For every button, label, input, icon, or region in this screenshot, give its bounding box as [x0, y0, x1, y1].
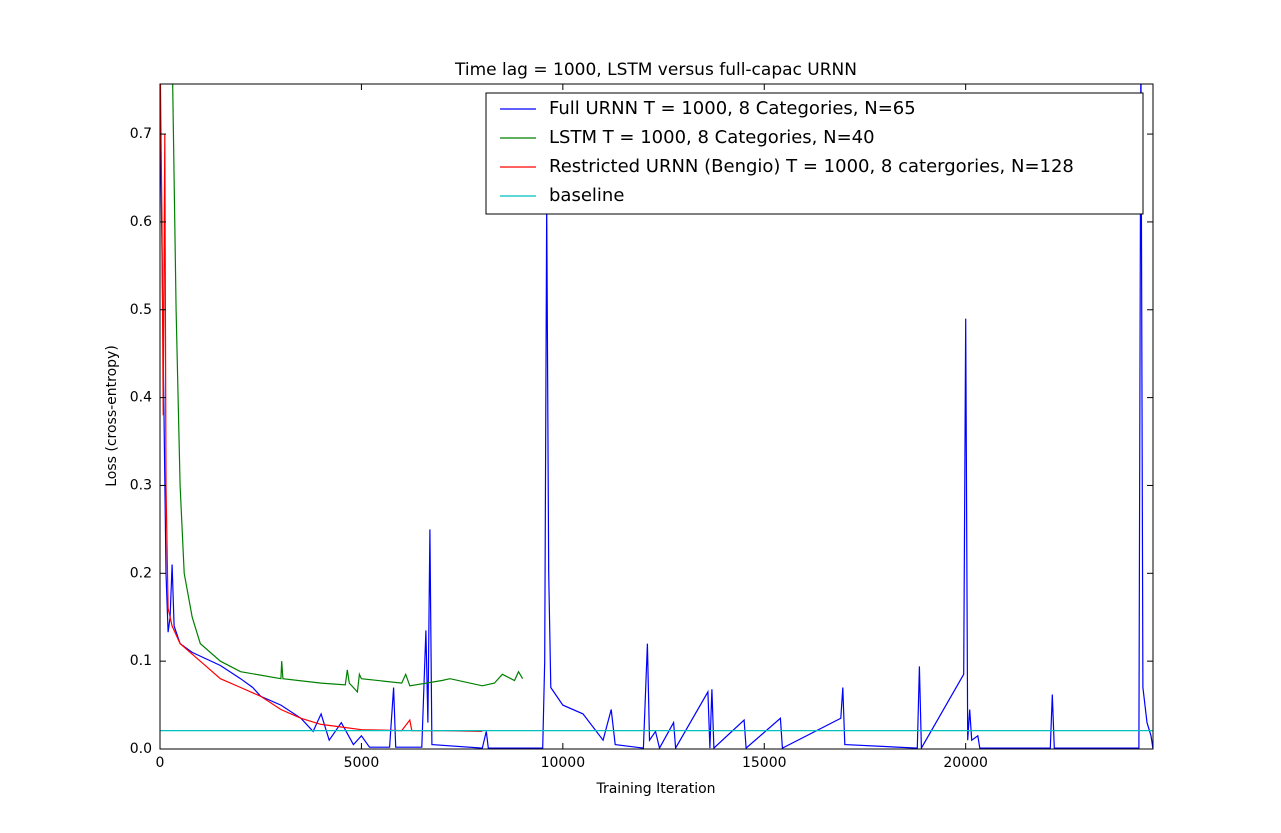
- series-line: [160, 84, 1153, 749]
- chart-title: Time lag = 1000, LSTM versus full-capac …: [454, 60, 857, 80]
- y-tick-label: 0.5: [130, 302, 152, 318]
- y-tick-label: 0.2: [130, 565, 152, 581]
- y-tick-label: 0.0: [130, 741, 152, 757]
- y-tick-label: 0.4: [130, 390, 152, 406]
- legend-label: LSTM T = 1000, 8 Categories, N=40: [549, 127, 875, 148]
- legend-label: baseline: [549, 185, 624, 206]
- legend-box: [485, 92, 1144, 215]
- y-tick-label: 0.7: [130, 126, 152, 142]
- x-tick-label: 0: [156, 755, 165, 771]
- series-line: [172, 84, 524, 694]
- plot-frame: [159, 83, 1154, 750]
- legend-label: Full URNN T = 1000, 8 Categories, N=65: [549, 98, 916, 119]
- y-axis-label: Loss (cross-entropy): [104, 345, 120, 487]
- y-tick-label: 0.1: [130, 653, 152, 669]
- legend-label: Restricted URNN (Bengio) T = 1000, 8 cat…: [549, 156, 1074, 177]
- y-tick-label: 0.6: [130, 214, 152, 230]
- x-axis-label: Training Iteration: [595, 781, 715, 797]
- x-tick-label: 10000: [541, 755, 586, 771]
- x-tick-label: 15000: [742, 755, 787, 771]
- x-tick-label: 20000: [943, 755, 988, 771]
- x-tick-label: 5000: [344, 755, 380, 771]
- series-line: [160, 84, 483, 732]
- y-tick-label: 0.3: [130, 477, 152, 493]
